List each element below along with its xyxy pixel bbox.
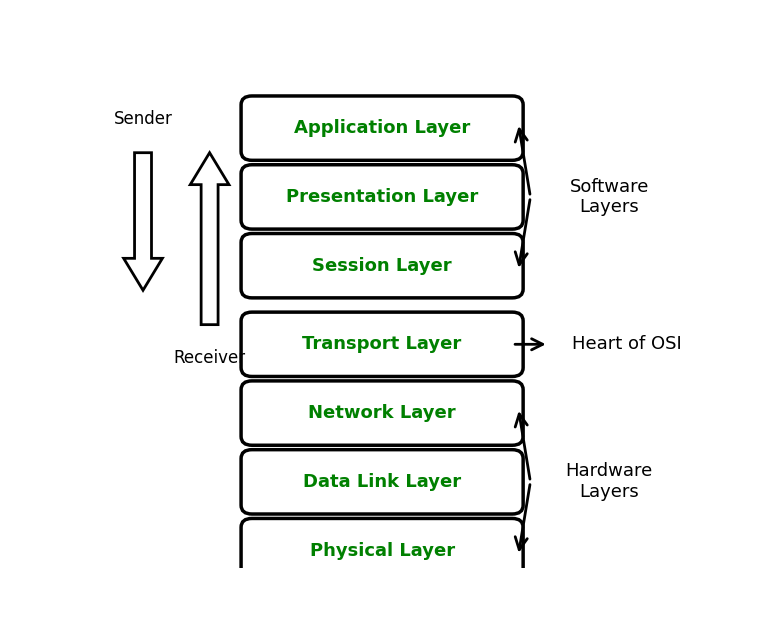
Text: Physical Layer: Physical Layer — [309, 542, 455, 560]
FancyBboxPatch shape — [241, 96, 523, 160]
Text: Data Link Layer: Data Link Layer — [303, 473, 461, 491]
Polygon shape — [123, 152, 162, 290]
Polygon shape — [191, 152, 229, 325]
Text: Receiver: Receiver — [173, 349, 246, 367]
Text: Session Layer: Session Layer — [312, 256, 452, 275]
FancyBboxPatch shape — [241, 381, 523, 445]
FancyBboxPatch shape — [241, 165, 523, 229]
FancyBboxPatch shape — [241, 312, 523, 376]
Text: Transport Layer: Transport Layer — [302, 336, 462, 353]
Text: Network Layer: Network Layer — [308, 404, 456, 422]
Text: Application Layer: Application Layer — [294, 119, 470, 137]
Text: Software
Layers: Software Layers — [569, 177, 649, 216]
Text: Hardware
Layers: Hardware Layers — [565, 463, 653, 501]
Text: Sender: Sender — [113, 110, 173, 128]
FancyBboxPatch shape — [241, 519, 523, 582]
FancyBboxPatch shape — [241, 450, 523, 514]
Text: Heart of OSI: Heart of OSI — [572, 336, 682, 353]
FancyBboxPatch shape — [241, 234, 523, 298]
Text: Presentation Layer: Presentation Layer — [286, 188, 478, 206]
